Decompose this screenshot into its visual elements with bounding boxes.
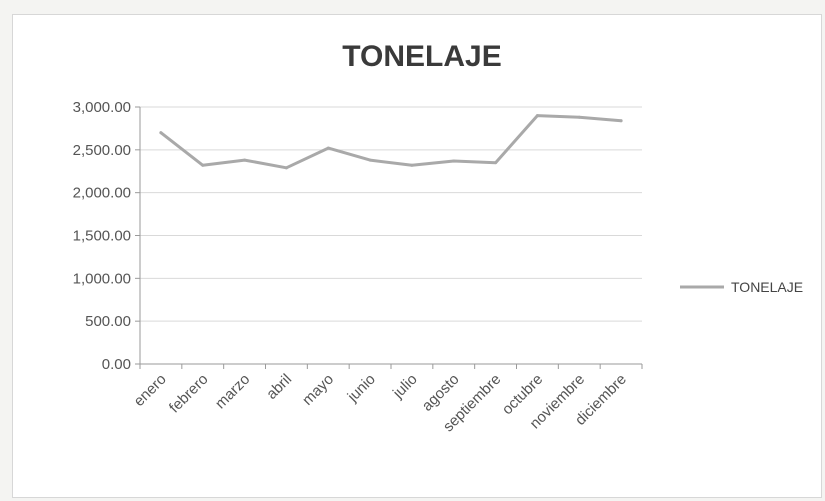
axes xyxy=(135,106,643,369)
y-tick-label: 1,500.00 xyxy=(73,228,131,245)
y-tick-label: 3,000.00 xyxy=(73,99,131,116)
chart-title: TONELAJE xyxy=(342,40,501,73)
y-tick-label: 2,500.00 xyxy=(73,142,131,159)
x-tick-label: abril xyxy=(263,371,295,403)
data-point xyxy=(535,114,539,118)
data-point xyxy=(410,163,414,167)
x-tick-label: julio xyxy=(389,371,421,403)
series-line xyxy=(159,114,623,170)
legend: TONELAJE xyxy=(680,279,803,295)
data-point xyxy=(243,158,247,162)
data-point xyxy=(326,146,330,150)
data-point xyxy=(619,119,623,123)
x-tick-label: junio xyxy=(344,371,379,406)
x-tick-label: mayo xyxy=(299,371,337,409)
x-tick-label: febrero xyxy=(166,371,212,417)
gridlines xyxy=(140,106,642,322)
chart-area xyxy=(12,14,822,498)
data-point xyxy=(159,131,163,135)
y-axis-tick-labels: 0.00 500.00 1,000.00 1,500.00 2,000.00 2,500.… xyxy=(73,99,131,373)
y-tick-label: 0.00 xyxy=(102,356,131,373)
legend-label: TONELAJE xyxy=(731,279,803,295)
x-tick-label: marzo xyxy=(212,371,253,412)
y-tick-label: 500.00 xyxy=(85,313,131,330)
data-point xyxy=(494,161,498,165)
data-point xyxy=(368,158,372,162)
data-point xyxy=(201,163,205,167)
data-point xyxy=(452,159,456,163)
y-tick-label: 2,000.00 xyxy=(73,185,131,202)
x-tick-label: enero xyxy=(131,371,170,410)
y-tick-label: 1,000.00 xyxy=(73,270,131,287)
series-layer xyxy=(159,114,623,170)
data-point xyxy=(577,115,581,119)
data-point xyxy=(284,166,288,170)
